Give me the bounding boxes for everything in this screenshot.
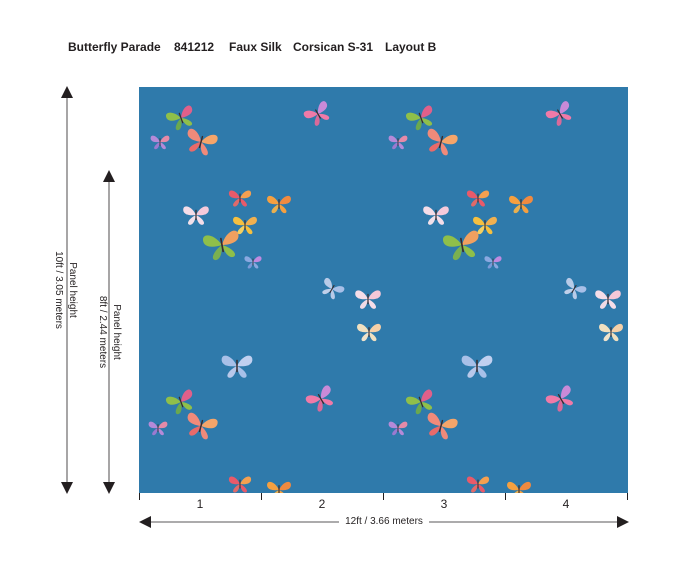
- butterfly-icon: [227, 473, 253, 493]
- butterfly-icon: [180, 407, 223, 445]
- butterfly-icon: [541, 95, 580, 133]
- butterfly-icon: [420, 407, 463, 445]
- panel-number-2: 2: [318, 497, 326, 511]
- inner-height-value: 8ft / 2.44 meters: [97, 295, 108, 369]
- panel-number-4: 4: [562, 497, 570, 511]
- butterfly-icon: [227, 187, 253, 209]
- butterfly-icon: [505, 479, 533, 493]
- arrow-up-icon: [61, 86, 73, 98]
- outer-height-title: Panel height: [67, 262, 78, 318]
- butterfly-icon: [421, 203, 451, 227]
- outer-height-value: 10ft / 3.05 meters: [53, 251, 64, 329]
- arrow-left-icon: [139, 516, 151, 528]
- butterfly-icon: [555, 269, 594, 310]
- product-colorway: Corsican S-31: [293, 40, 374, 54]
- arrow-down-icon: [103, 482, 115, 494]
- butterfly-icon: [387, 419, 409, 437]
- inner-height-label: Panel height: [111, 272, 122, 392]
- product-code: 841212: [174, 40, 215, 54]
- outer-height-dimension: [61, 86, 73, 494]
- product-layout: Layout B: [385, 40, 437, 54]
- butterfly-icon: [299, 95, 338, 133]
- arrow-up-icon: [103, 170, 115, 182]
- panel-tick: [139, 493, 140, 500]
- panel-number-3: 3: [440, 497, 448, 511]
- width-dimension: [139, 516, 629, 528]
- butterfly-icon: [265, 479, 293, 493]
- butterfly-icon: [597, 321, 625, 343]
- panel-tick: [261, 493, 262, 500]
- outer-height-value-label: 10ft / 3.05 meters: [53, 230, 64, 350]
- panel-tick: [383, 493, 384, 500]
- panel-number-1: 1: [196, 497, 204, 511]
- inner-height-value-label: 8ft / 2.44 meters: [97, 272, 108, 392]
- butterfly-icon: [439, 226, 486, 265]
- butterfly-icon: [181, 203, 211, 227]
- outer-height-label: Panel height: [67, 230, 78, 350]
- width-label: 12ft / 3.66 meters: [345, 516, 423, 527]
- inner-height-dimension: [103, 170, 115, 494]
- butterfly-icon: [420, 123, 463, 161]
- wallpaper-preview: [139, 87, 628, 493]
- butterfly-icon: [353, 287, 383, 311]
- product-name: Butterfly Parade: [68, 40, 161, 54]
- butterfly-icon: [243, 253, 263, 271]
- butterfly-icon: [507, 193, 535, 215]
- butterfly-icon: [540, 379, 582, 419]
- butterfly-icon: [180, 123, 223, 161]
- panel-tick: [627, 493, 628, 500]
- butterfly-icon: [483, 253, 503, 271]
- butterfly-icon: [265, 193, 293, 215]
- inner-height-title: Panel height: [111, 304, 122, 360]
- butterfly-icon: [355, 321, 383, 343]
- panel-tick: [505, 493, 506, 500]
- butterfly-icon: [199, 226, 246, 265]
- butterfly-icon: [465, 187, 491, 209]
- butterfly-icon: [387, 133, 409, 151]
- arrow-right-icon: [617, 516, 629, 528]
- butterfly-icon: [219, 351, 255, 381]
- butterfly-icon: [593, 287, 623, 311]
- butterfly-icon: [147, 419, 169, 437]
- butterfly-icon: [300, 379, 342, 419]
- butterfly-icon: [465, 473, 491, 493]
- butterfly-icon: [313, 269, 352, 310]
- butterfly-icon: [149, 133, 171, 151]
- butterfly-icon: [459, 351, 495, 381]
- arrow-down-icon: [61, 482, 73, 494]
- product-material: Faux Silk: [229, 40, 282, 54]
